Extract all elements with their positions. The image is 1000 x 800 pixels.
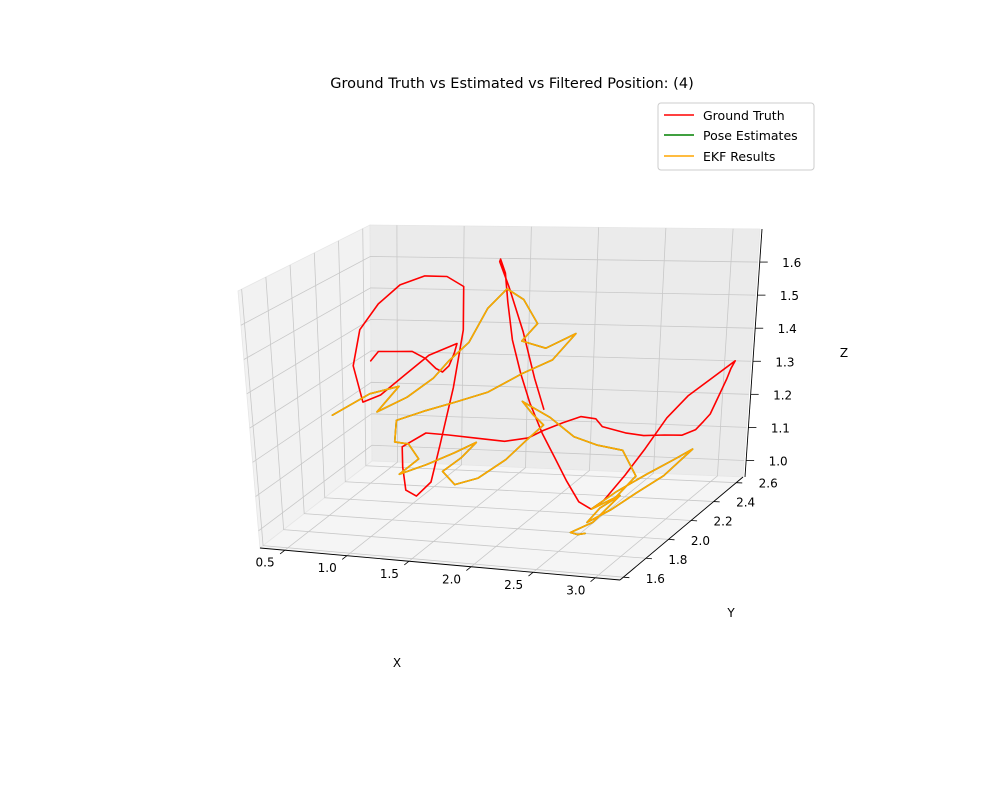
z-tick-label: 1.1: [771, 421, 790, 435]
z-gridline: [258, 444, 745, 532]
y-tick-label: 2.4: [736, 496, 755, 510]
legend-label-ground-truth: Ground Truth: [703, 108, 785, 123]
x-tick-mark: [279, 549, 286, 555]
x-tick-label: 3.0: [566, 584, 585, 598]
z-tick-label: 1.3: [775, 355, 794, 369]
chart-title: Ground Truth vs Estimated vs Filtered Po…: [330, 76, 693, 92]
y-gridline: [265, 277, 646, 559]
tick-labels: 0.5 1.0 1.5 2.0 2.5 3.01.61.82.02.22.42.61.01…: [256, 256, 802, 598]
x-gridline: [284, 225, 398, 551]
z-gridline: [243, 287, 756, 360]
axis-lines: [259, 228, 763, 581]
x-tick-label: 1.0: [318, 561, 337, 575]
x-tick-mark: [404, 560, 410, 566]
z-gridline: [255, 413, 747, 497]
z-gridline: [252, 381, 749, 463]
z-gridline: [246, 318, 754, 395]
z-tick-label: 1.0: [769, 454, 788, 468]
pane-y: [369, 224, 761, 478]
y-axis-label: Y: [726, 606, 735, 620]
y-tick-label: 2.0: [691, 534, 710, 548]
y-gridline: [241, 289, 624, 578]
y-gridline: [338, 240, 714, 502]
x-gridline: [408, 226, 532, 562]
x-axis-label: X: [393, 656, 401, 670]
series-line-ekf-results: [331, 287, 694, 536]
x-gridline: [594, 228, 734, 579]
x-tick-mark: [590, 577, 596, 582]
y-tick-label: 2.2: [714, 515, 733, 529]
z-gridline: [249, 350, 751, 429]
x-gridline: [532, 228, 667, 573]
y-tick-label: 2.6: [759, 477, 778, 491]
y-tick-label: 1.6: [646, 572, 665, 586]
legend-label-pose-estimates: Pose Estimates: [703, 128, 798, 143]
y-gridline: [362, 228, 737, 484]
series-layer: [331, 258, 737, 536]
legend-label-ekf-results: EKF Results: [703, 149, 775, 164]
x-tick-label: 1.5: [380, 567, 399, 581]
x-tick-label: 2.5: [504, 578, 523, 592]
y-tick-mark: [623, 576, 630, 579]
z-axis-label: Z: [840, 346, 848, 360]
z-axis-line: [744, 228, 763, 478]
z-tick-label: 1.2: [773, 388, 792, 402]
y-tick-label: 1.8: [668, 553, 687, 567]
x-gridline: [470, 227, 600, 568]
x-tick-label: 2.0: [442, 572, 461, 586]
series-line-ground-truth: [352, 258, 737, 511]
z-tick-label: 1.4: [778, 322, 797, 336]
grid-lines: [240, 225, 758, 579]
x-axis-line: [259, 547, 621, 581]
z-gridline: [240, 256, 758, 326]
y-gridline: [313, 252, 692, 521]
legend-box: [657, 102, 815, 171]
x-tick-mark: [466, 566, 472, 571]
x-tick-mark: [341, 555, 348, 560]
x-tick-mark: [528, 571, 534, 577]
y-axis-line: [619, 476, 744, 581]
z-tick-label: 1.6: [782, 256, 801, 270]
x-tick-label: 0.5: [256, 556, 275, 570]
z-tick-label: 1.5: [780, 289, 799, 303]
y-gridline: [289, 264, 669, 540]
legend: Ground Truth Pose Estimates EKF Results: [657, 102, 815, 171]
